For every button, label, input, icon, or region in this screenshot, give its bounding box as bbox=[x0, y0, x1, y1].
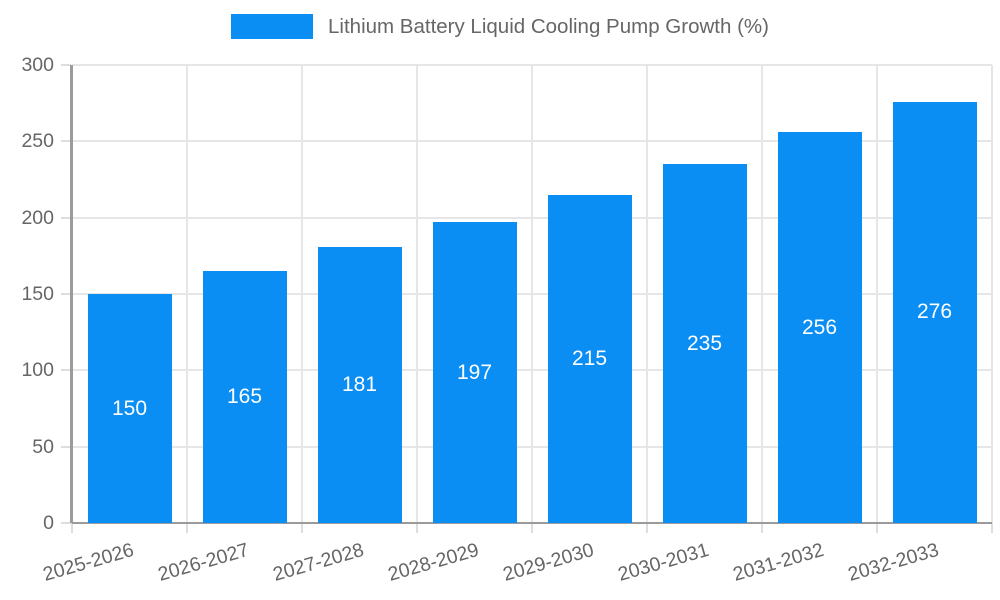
legend: Lithium Battery Liquid Cooling Pump Grow… bbox=[0, 14, 1000, 39]
bar-value-label: 181 bbox=[341, 372, 378, 396]
y-axis-tick-label: 250 bbox=[21, 130, 54, 153]
bar-2031-2032[interactable] bbox=[777, 132, 862, 523]
x-gridline bbox=[416, 65, 418, 523]
y-axis-tick-label: 50 bbox=[32, 435, 54, 458]
bar-value-label: 165 bbox=[226, 385, 263, 409]
bar-value-label: 215 bbox=[571, 346, 608, 370]
y-axis-tick-label: 100 bbox=[21, 359, 54, 382]
legend-item[interactable]: Lithium Battery Liquid Cooling Pump Grow… bbox=[231, 14, 769, 39]
x-tick bbox=[991, 523, 993, 533]
bar-2028-2029[interactable] bbox=[432, 222, 517, 523]
x-tick bbox=[761, 523, 763, 533]
y-axis-tick-label: 300 bbox=[21, 54, 54, 76]
x-tick bbox=[876, 523, 878, 533]
x-gridline bbox=[646, 65, 648, 523]
bar-value-label: 235 bbox=[686, 331, 723, 355]
bar-value-label: 256 bbox=[801, 315, 838, 339]
plot-area: 0 50 100 150 200 250 300 150 2025-2026 165 2026-20… bbox=[21, 54, 993, 586]
y-tick bbox=[61, 216, 71, 219]
x-tick bbox=[301, 523, 303, 533]
y-tick bbox=[61, 64, 71, 66]
x-gridline bbox=[761, 65, 763, 523]
x-gridline bbox=[991, 65, 993, 523]
bar-2029-2030[interactable] bbox=[547, 194, 632, 523]
bar-2025-2026[interactable] bbox=[87, 294, 172, 523]
bar-2032-2033[interactable] bbox=[892, 101, 977, 523]
x-tick bbox=[646, 523, 648, 533]
y-tick bbox=[61, 369, 71, 372]
bar-value-label: 197 bbox=[456, 360, 493, 384]
bar-2030-2031[interactable] bbox=[662, 164, 747, 523]
y-tick bbox=[61, 445, 71, 448]
y-axis-tick-label: 200 bbox=[21, 206, 54, 229]
bar-value-label: 276 bbox=[916, 300, 953, 324]
x-tick bbox=[531, 523, 533, 533]
legend-swatch bbox=[231, 14, 314, 39]
y-tick bbox=[61, 140, 71, 143]
y-axis-tick-label: 150 bbox=[21, 283, 54, 305]
bar-2027-2028[interactable] bbox=[317, 246, 402, 523]
x-gridline bbox=[186, 65, 188, 523]
y-tick bbox=[61, 293, 71, 295]
x-gridline bbox=[876, 65, 878, 523]
x-gridline bbox=[531, 65, 533, 523]
x-gridline bbox=[301, 65, 303, 523]
y-axis-line bbox=[70, 65, 73, 523]
x-tick bbox=[186, 523, 188, 533]
y-axis-tick-label: 0 bbox=[43, 512, 54, 534]
legend-label: Lithium Battery Liquid Cooling Pump Grow… bbox=[328, 14, 769, 38]
x-tick bbox=[71, 523, 73, 533]
bar-2026-2027[interactable] bbox=[202, 271, 287, 523]
bar-value-label: 150 bbox=[111, 396, 148, 420]
x-axis-line bbox=[72, 521, 992, 524]
y-tick bbox=[61, 522, 71, 524]
x-tick bbox=[416, 523, 418, 533]
